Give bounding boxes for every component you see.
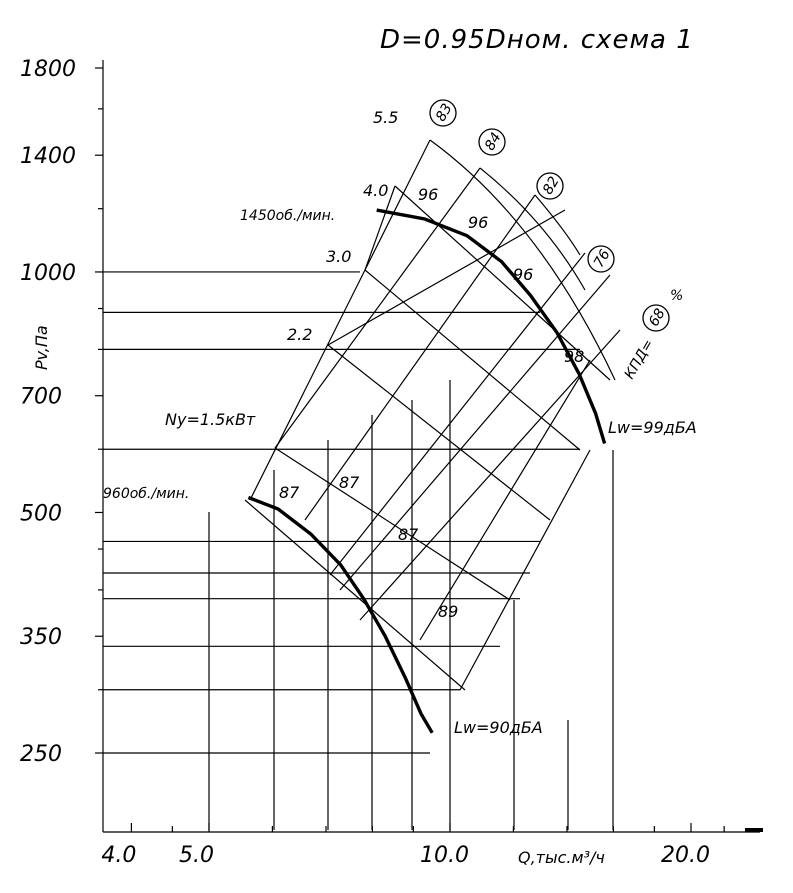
efficiency-value: 83 [433, 101, 456, 124]
y-tick-label: 500 [20, 501, 62, 526]
y-tick-label: 1800 [20, 57, 76, 82]
efficiency-arc [534, 194, 581, 256]
nomogram-line [327, 344, 551, 521]
nomogram-line [364, 185, 396, 271]
nomogram-line [329, 252, 586, 576]
y-tick-label: 250 [20, 742, 62, 767]
efficiency-circle [536, 172, 564, 200]
efficiency-value: 84 [482, 130, 505, 153]
sound-label: Lw=99дБА [608, 418, 697, 437]
power-label: 3.0 [326, 247, 351, 266]
power-label: 2.2 [287, 325, 312, 344]
power-label: 4.0 [363, 181, 388, 200]
efficiency-circle [429, 99, 457, 127]
efficiency-circle [478, 128, 506, 156]
nomogram-line [304, 194, 536, 521]
nomogram-line [359, 329, 621, 621]
power-label: Ny=1.5кВт [165, 410, 256, 429]
efficiency-region-value: 87 [339, 473, 360, 492]
efficiency-value: 68 [646, 306, 669, 330]
horizontal-lines [103, 271, 580, 754]
efficiency-arc [429, 139, 616, 381]
vertical-drop-lines [208, 380, 614, 830]
nomogram-line [274, 167, 481, 449]
series-label: 960об./мин. [103, 486, 189, 502]
y-tick-label: 350 [20, 625, 62, 650]
x-axis-label: Q,тыс.м³/ч [518, 848, 605, 867]
efficiency-region-value: 96 [418, 185, 438, 204]
nomogram-line [394, 185, 611, 381]
power-label: 5.5 [373, 108, 398, 127]
efficiency-circle [587, 245, 615, 273]
chart-title: D=0.95Dном. схема 1 [380, 25, 694, 55]
sound-label: Lw=90дБА [454, 718, 543, 737]
x-tick-label: 4.0 [101, 843, 136, 868]
series-line-0 [376, 208, 607, 444]
axes: 250 350 500 700 1000 1400 1800 4.0 5.0 10.0 20.0 Q,… [20, 57, 763, 868]
nomogram-grid [244, 139, 621, 691]
efficiency-region-value: 96 [513, 265, 533, 284]
efficiency-prefix: КПД= [622, 337, 657, 382]
rpm-curves [247, 208, 607, 734]
x-tick-label: 10.0 [420, 843, 469, 868]
efficiency-region-value: 87 [398, 525, 419, 544]
annotations: 1450об./мин. 960об./мин. Ny=1.5кВт 2.2 3.0 4.… [103, 99, 697, 737]
nomogram-line [364, 269, 581, 451]
nomogram-line [274, 447, 511, 601]
series-line-1 [247, 495, 434, 734]
efficiency-suffix: % [670, 288, 683, 304]
nomogram-line [244, 499, 466, 691]
efficiency-region-value: 89 [438, 602, 458, 621]
efficiency-region-value: 87 [279, 483, 300, 502]
efficiency-region-value: 96 [468, 213, 488, 232]
y-tick-label: 700 [20, 385, 62, 410]
nomogram-line [339, 274, 611, 591]
efficiency-circle [642, 304, 670, 332]
y-axis-label: Pv,Па [32, 325, 51, 370]
efficiency-value: 76 [591, 247, 614, 271]
efficiency-arc [479, 167, 586, 291]
axis-end-mark [745, 828, 763, 832]
nomogram-line [419, 359, 591, 641]
x-tick-label: 5.0 [179, 843, 214, 868]
series-label: 1450об./мин. [240, 208, 335, 224]
efficiency-region-value: 98 [564, 347, 584, 366]
efficiency-value: 82 [540, 174, 563, 198]
nomogram-line [249, 139, 431, 501]
y-tick-label: 1400 [20, 144, 76, 169]
x-tick-label: 20.0 [661, 843, 710, 868]
nomogram-line [459, 449, 591, 691]
y-tick-label: 1000 [20, 261, 76, 286]
